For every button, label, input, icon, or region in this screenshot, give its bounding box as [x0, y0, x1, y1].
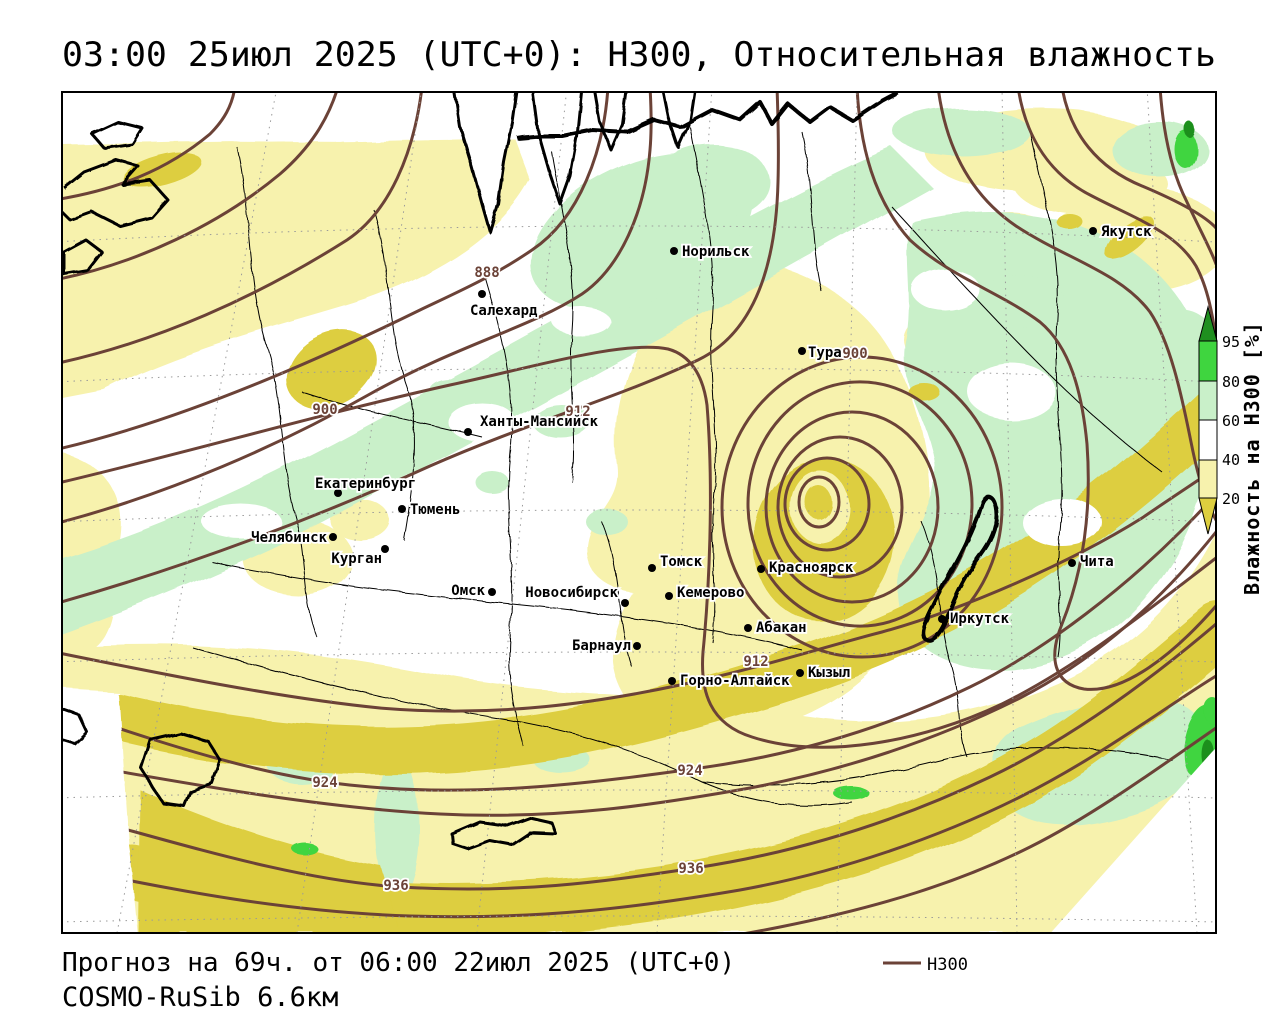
colorbar-seg-40-20 [1198, 459, 1218, 499]
taz-gulf-coast [531, 91, 584, 206]
graticule-layer [61, 91, 1217, 934]
city-label-14: Абакан [756, 620, 807, 636]
city-label-5: Екатеринбург [315, 476, 416, 492]
city-dot-7 [329, 533, 337, 541]
contour-labels-layer: 888 900 912 900 912 924 924 936 936 [311, 263, 870, 896]
contour-label-1: 900 [312, 402, 337, 418]
city-label-7: Челябинск [251, 530, 327, 546]
colorbar-seg-60-40 [1198, 419, 1218, 461]
gyda-inlet-water [594, 91, 627, 150]
yenisei-gulf-coast [661, 91, 696, 149]
city-dot-10 [648, 564, 656, 572]
colorbar-tick: 40 [1222, 451, 1240, 469]
city-dot-3 [1089, 227, 1097, 235]
colorbar-tick: 60 [1222, 412, 1240, 430]
kara-sea-coast [516, 91, 898, 140]
lake-baikal [920, 494, 999, 643]
city-dot-19 [1068, 559, 1076, 567]
city-label-12: Кемерово [677, 585, 744, 601]
yenisei-gulf-water [662, 91, 695, 147]
city-label-17: Кызыл [808, 665, 850, 681]
colorbar-tick: 80 [1222, 373, 1240, 391]
city-label-1: Салехард [470, 303, 538, 319]
city-label-6: Тюмень [410, 502, 461, 518]
city-label-9: Омск [451, 583, 485, 599]
gyda-inlet-coast [593, 91, 628, 152]
vaygach-island [62, 238, 104, 276]
city-label-18: Иркутск [950, 611, 1010, 627]
city-label-16: Горно-Алтайск [680, 673, 790, 689]
contour-label-8: 936 [678, 861, 703, 877]
map-frame [61, 91, 1217, 934]
city-label-3: Якутск [1101, 224, 1152, 240]
contour-label-3: 900 [842, 346, 867, 362]
no-data-bottom-right [1049, 747, 1217, 934]
city-dot-2 [798, 347, 806, 355]
colorbar: 95 80 60 40 20 Влажность на H300 [%] [1198, 305, 1264, 595]
caspian-fragment [61, 707, 89, 746]
contour-label-2: 912 [565, 404, 590, 420]
city-dot-12 [665, 592, 673, 600]
colorbar-arrow-bottom [1198, 497, 1218, 535]
city-label-4: Ханты-Мансийск [480, 414, 599, 430]
novaya-zemlya-south-island [61, 158, 170, 228]
city-dot-18 [938, 615, 946, 623]
contour-label-0: 888 [474, 265, 499, 281]
contour-label-7: 936 [383, 878, 408, 894]
map-canvas: 888 900 912 900 912 924 924 936 936 Норильск Сале… [61, 91, 1217, 934]
h300-contours-layer [61, 91, 1217, 934]
city-label-0: Норильск [682, 244, 750, 260]
city-dot-8 [381, 545, 389, 553]
contour-label-6: 924 [677, 763, 702, 779]
city-dot-13 [757, 565, 765, 573]
city-label-10: Томск [660, 554, 703, 570]
page-title: 03:00 25июл 2025 (UTC+0): H300, Относите… [62, 35, 1216, 75]
city-label-19: Чита [1080, 554, 1114, 570]
cities-layer: Норильск Салехард Тура Якутск Ханты-Мансийск… [249, 222, 1154, 691]
city-label-15: Барнаул [572, 638, 631, 654]
city-dot-0 [670, 247, 678, 255]
city-dot-17 [796, 669, 804, 677]
city-dot-6 [398, 505, 406, 513]
coastline-layer [61, 91, 999, 851]
colorbar-tick: 95 [1222, 333, 1240, 351]
city-dot-11 [621, 599, 629, 607]
footer-model: COSMO-RuSib 6.6км [62, 982, 338, 1013]
city-dot-15 [633, 642, 641, 650]
colorbar-seg-80-60 [1198, 380, 1218, 421]
lake-balkhash [450, 816, 558, 851]
colorbar-title: Влажность на H300 [%] [1240, 321, 1264, 595]
city-dot-1 [478, 290, 486, 298]
city-dot-4 [464, 428, 472, 436]
city-dot-9 [488, 588, 496, 596]
no-data-bottom-left [61, 693, 138, 934]
city-label-8: Курган [331, 551, 382, 567]
colorbar-seg-95-80 [1198, 340, 1218, 382]
contour-label-4: 912 [743, 654, 768, 670]
legend-label: H300 [927, 955, 968, 975]
humidity-fill-layer [61, 108, 1217, 934]
city-dot-14 [744, 624, 752, 632]
novaya-zemlya-north-island [90, 120, 144, 150]
colorbar-tick: 20 [1222, 490, 1240, 508]
city-dot-16 [668, 677, 676, 685]
footer-forecast: Прогноз на 69ч. от 06:00 22июл 2025 (UTC… [62, 948, 735, 978]
ob-gulf-water [454, 91, 517, 232]
footer: Прогноз на 69ч. от 06:00 22июл 2025 (UTC… [62, 948, 968, 1013]
aral-sea [139, 731, 222, 808]
contour-label-5: 924 [312, 775, 337, 791]
city-label-13: Красноярск [769, 560, 854, 576]
city-label-11: Новосибирск [525, 585, 618, 601]
city-label-2: Тура [808, 345, 842, 361]
city-dot-5 [334, 489, 342, 497]
ob-gulf-coast [453, 91, 518, 234]
